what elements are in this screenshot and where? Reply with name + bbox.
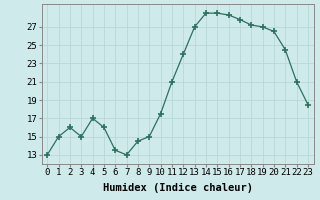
X-axis label: Humidex (Indice chaleur): Humidex (Indice chaleur): [103, 183, 252, 193]
